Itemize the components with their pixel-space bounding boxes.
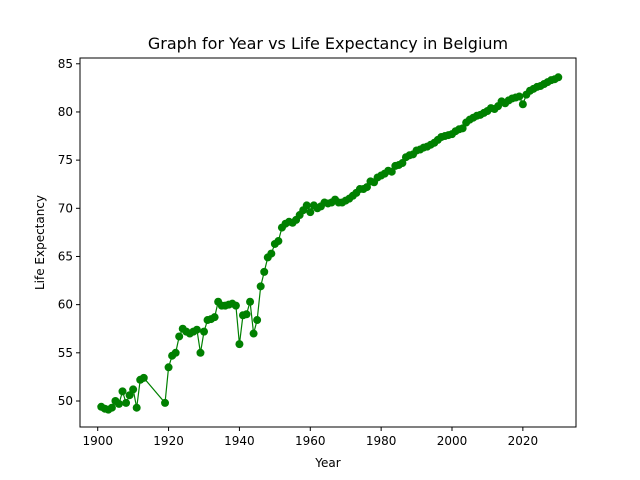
data-point <box>387 167 396 176</box>
x-tick-label: 2000 <box>437 434 468 448</box>
data-point <box>114 399 123 408</box>
x-axis-ticks: 1900 1920 1940 1960 1980 2000 2020 <box>82 427 538 448</box>
x-tick-label: 1900 <box>82 434 113 448</box>
data-point <box>171 348 180 357</box>
x-axis-label: Year <box>314 456 340 470</box>
data-point <box>175 332 184 341</box>
y-tick-label: 85 <box>58 57 73 71</box>
y-tick-label: 75 <box>58 153 73 167</box>
data-point <box>200 327 208 336</box>
series-layer <box>97 73 563 414</box>
data-point <box>210 313 219 322</box>
data-point <box>196 348 205 357</box>
data-point <box>267 249 276 258</box>
y-tick-label: 80 <box>58 105 73 119</box>
data-point <box>256 282 265 291</box>
data-point <box>249 329 258 338</box>
data-point <box>164 363 173 372</box>
y-tick-label: 55 <box>58 346 73 360</box>
x-tick-label: 1980 <box>366 434 397 448</box>
data-point <box>161 398 170 407</box>
x-tick-label: 1960 <box>295 434 326 448</box>
data-point <box>515 92 524 101</box>
data-point <box>306 208 315 217</box>
y-tick-label: 50 <box>58 394 73 408</box>
plot-frame <box>79 57 577 428</box>
data-point <box>302 201 311 210</box>
data-point <box>398 159 407 168</box>
x-tick-label: 1940 <box>224 434 255 448</box>
y-axis-label: Life Expectancy <box>33 195 47 290</box>
data-point <box>125 391 134 400</box>
y-tick-label: 65 <box>58 249 73 263</box>
data-point <box>107 403 116 412</box>
y-tick-label: 60 <box>58 298 73 312</box>
data-point <box>274 237 283 246</box>
data-point <box>246 297 255 306</box>
y-tick-label: 70 <box>58 201 73 215</box>
data-point <box>139 373 148 382</box>
y-axis-ticks: 50 55 60 65 70 75 80 85 <box>58 57 80 408</box>
data-point <box>242 310 251 319</box>
data-point <box>458 124 467 133</box>
data-point <box>192 325 201 334</box>
data-point <box>235 340 244 349</box>
data-point <box>260 267 269 276</box>
data-point <box>518 100 527 109</box>
data-point <box>253 316 262 325</box>
data-point <box>362 183 371 192</box>
data-point <box>554 73 563 82</box>
data-point <box>118 387 127 396</box>
data-point <box>122 398 131 407</box>
x-tick-label: 1920 <box>153 434 184 448</box>
data-point <box>231 301 240 310</box>
chart-title: Graph for Year vs Life Expectancy in Bel… <box>148 34 508 53</box>
data-point <box>132 403 141 412</box>
data-point <box>129 385 138 394</box>
x-tick-label: 2020 <box>508 434 539 448</box>
